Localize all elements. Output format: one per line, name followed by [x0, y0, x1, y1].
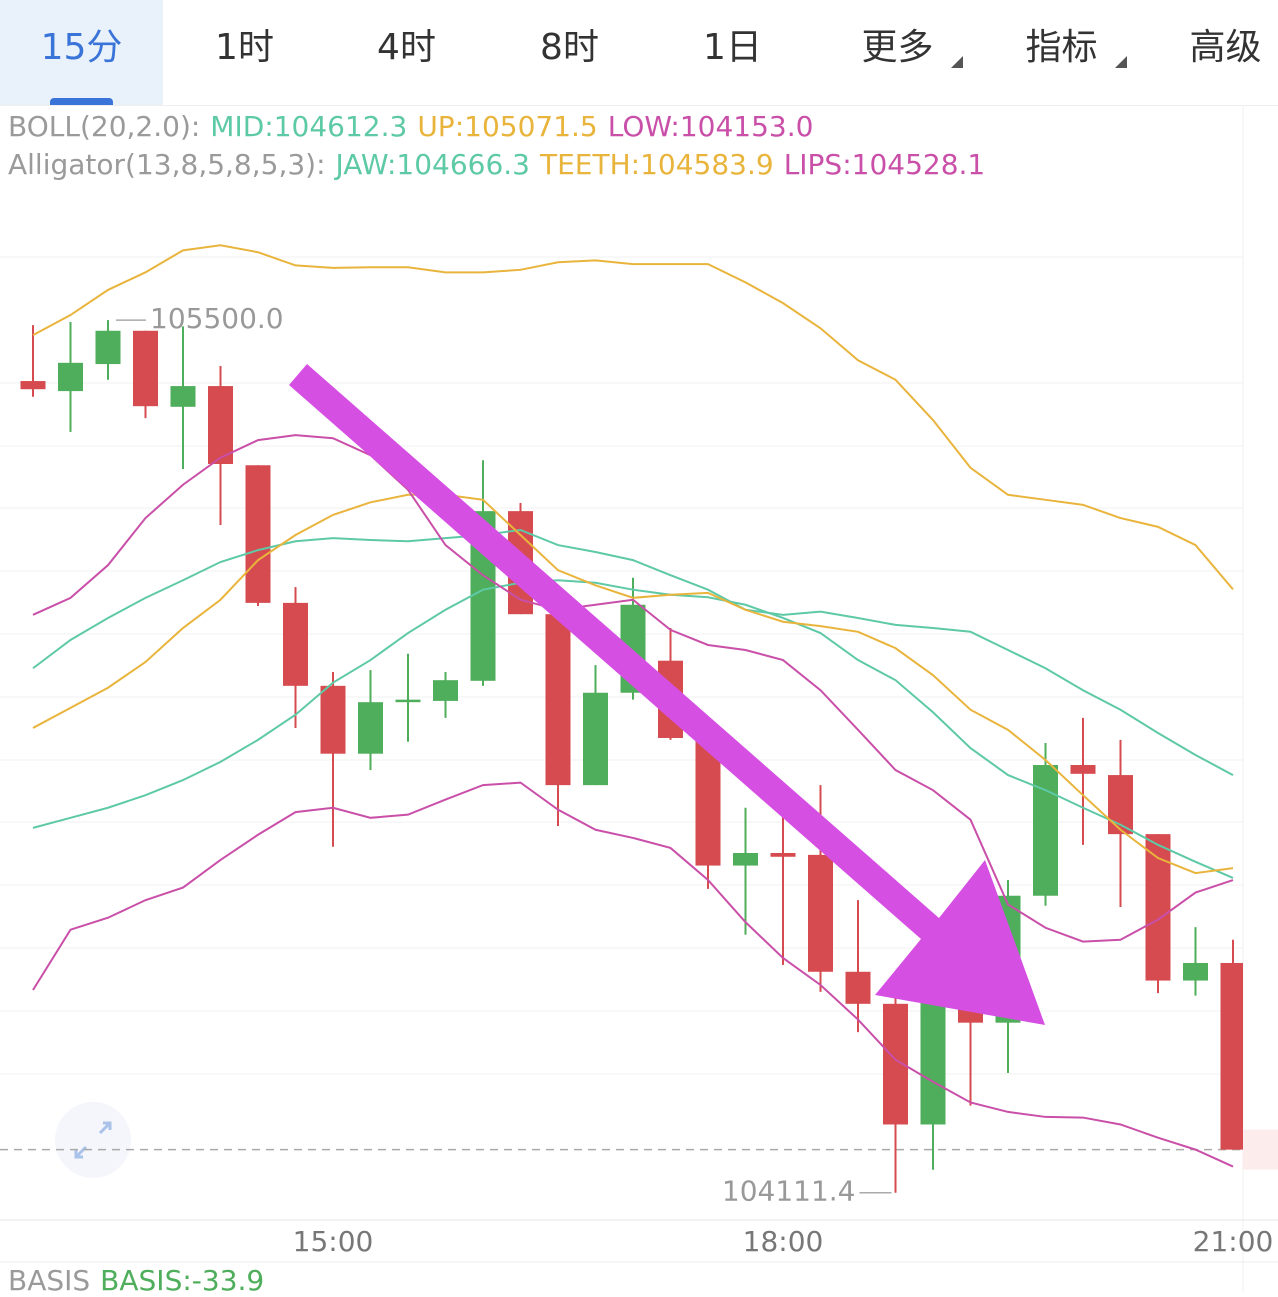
candle-body: [433, 680, 458, 701]
candle-body: [620, 604, 646, 693]
expand-icon: [74, 1121, 112, 1159]
candle-body: [583, 692, 608, 786]
candle-body: [1145, 834, 1171, 981]
candle-body: [95, 330, 121, 365]
tab[interactable]: 1时: [215, 27, 274, 68]
indicator-value: TEETH:104583.9: [540, 148, 774, 181]
candle-body: [958, 996, 983, 1023]
candle-body: [845, 971, 871, 1004]
candle-body: [658, 660, 683, 738]
x-tick-label: 18:00: [743, 1225, 824, 1258]
indicator-value: MID:104612.3: [210, 110, 408, 143]
plot: [0, 244, 1243, 1193]
expand-button[interactable]: [55, 1102, 131, 1178]
candle-body: [808, 854, 833, 972]
timeframe-tabs: 15分 1时 4时 8时 1日 更多 指标 高级: [0, 0, 1278, 106]
max-label: 105500.0: [150, 302, 284, 335]
candle-body: [695, 737, 721, 866]
tab[interactable]: 8时: [540, 27, 599, 68]
active-underline: [50, 98, 113, 105]
candle-body: [208, 386, 233, 464]
sub-indicator-name: BASIS: [8, 1264, 91, 1297]
dropdown-mark: [951, 56, 963, 68]
candle-body: [995, 895, 1021, 1023]
sub-indicator-value: BASIS:-33.9: [100, 1264, 265, 1297]
candle-body: [770, 852, 796, 857]
tab[interactable]: 指标: [980, 0, 1143, 105]
candle-body: [320, 685, 346, 754]
tab[interactable]: 4时: [377, 27, 436, 68]
indicator-name: Alligator(13,8,5,8,5,3):: [8, 148, 326, 181]
candle-body: [20, 381, 46, 390]
grid: [0, 106, 1244, 1292]
indicator-header: Alligator(13,8,5,8,5,3): JAW:104666.3 TEET…: [8, 148, 985, 181]
indicator-value: LOW:104153.0: [607, 110, 814, 143]
indicator-value: UP:105071.5: [417, 110, 598, 143]
candle-body: [245, 465, 271, 603]
candle-body: [395, 699, 421, 703]
x-tick-label: 21:00: [1193, 1225, 1274, 1258]
indicator-value: JAW:104666.3: [335, 148, 530, 181]
candle-body: [170, 386, 196, 407]
indicator-name: BOLL(20,2.0):: [8, 110, 201, 143]
candle-body: [1070, 765, 1096, 774]
candle-body: [133, 330, 158, 407]
tab[interactable]: 高级: [1189, 27, 1262, 68]
candle-body: [733, 852, 758, 866]
price-tag: [1243, 1129, 1278, 1170]
candle-body: [283, 602, 308, 686]
candle-body: [920, 996, 946, 1125]
candle-body: [545, 614, 571, 786]
tab[interactable]: 更多: [816, 0, 979, 105]
min-label: 104111.4: [722, 1175, 856, 1208]
tab[interactable]: 1日: [703, 27, 762, 68]
indicator-value: LIPS:104528.1: [783, 148, 986, 181]
candle-body: [58, 362, 83, 392]
indicator-header: BOLL(20,2.0): MID:104612.3 UP:105071.5 LOW:…: [8, 110, 813, 143]
tab[interactable]: 15分: [0, 0, 163, 105]
candle-body: [1183, 962, 1208, 981]
candle-body: [1220, 962, 1243, 1150]
candle-body: [358, 702, 383, 754]
sub-indicator-header: BASIS BASIS:-33.9: [8, 1264, 264, 1297]
x-tick-label: 15:00: [293, 1225, 374, 1258]
dropdown-mark: [1115, 56, 1127, 68]
candle-body: [1033, 765, 1058, 896]
